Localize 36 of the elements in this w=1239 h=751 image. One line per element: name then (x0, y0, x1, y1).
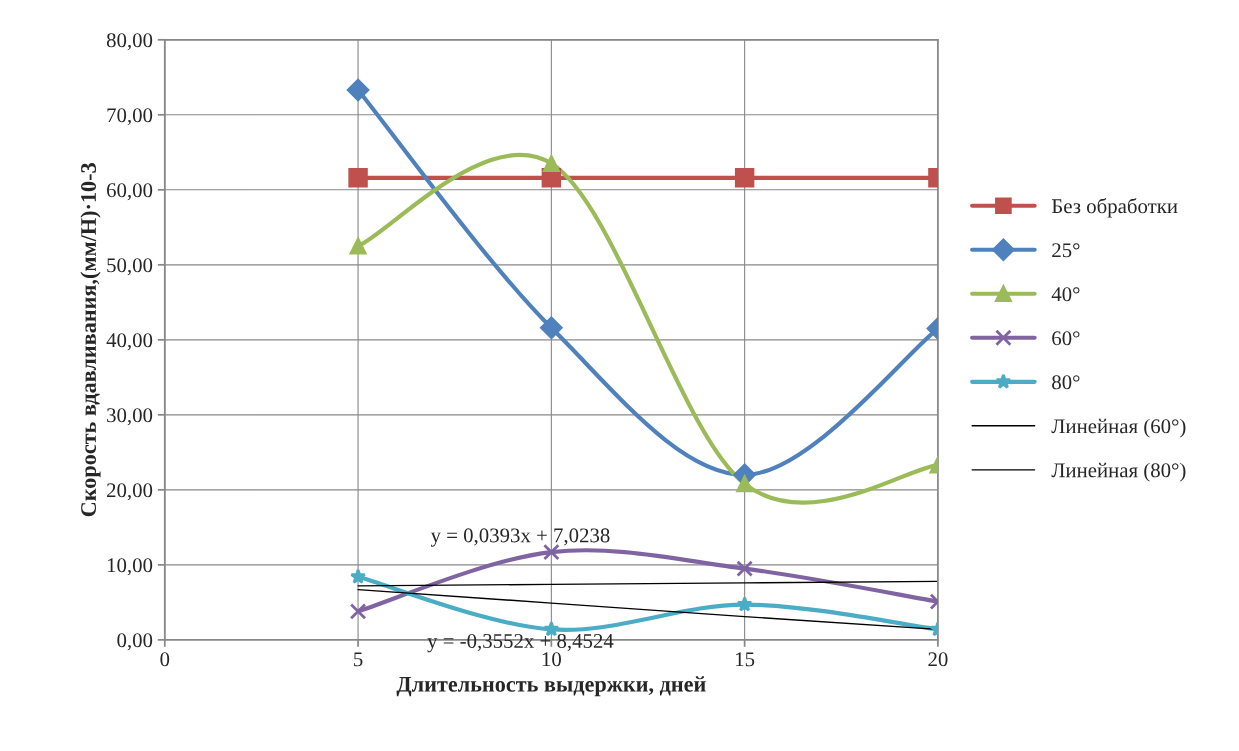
point (348, 168, 368, 188)
y-tick-label: 0,00 (117, 633, 153, 651)
x-tick-label: 15 (736, 652, 755, 667)
point (349, 237, 367, 255)
y-tick-label: 70,00 (107, 108, 153, 126)
y-tick-label: 40,00 (106, 333, 153, 351)
point (350, 568, 367, 584)
point (349, 603, 367, 620)
y-axis-title: Скорость вдавливания,(мм/Н)·10-3 (80, 163, 101, 517)
legend-label: 80° (1052, 375, 1080, 390)
y-tick-label: 50,00 (107, 258, 153, 276)
legend-label: 60° (1052, 331, 1080, 346)
point (736, 560, 753, 577)
annotation: y = -0,3552x + 8,4524 (427, 633, 614, 653)
point (346, 78, 370, 102)
y-tick-label: 10,00 (107, 558, 153, 576)
x-tick-label: 10 (542, 652, 561, 667)
y-tick-label: 60,00 (107, 183, 153, 201)
annotation: y = 0,0393x + 7,0238 (430, 528, 610, 547)
legend-label: Линейная (80°) (1051, 462, 1186, 482)
x-tick-label: 0 (160, 652, 170, 667)
x-tick-label: 20 (928, 652, 948, 667)
legend-label: 25° (1052, 243, 1080, 258)
point (543, 155, 560, 172)
legend-label: Линейная (60°) (1051, 418, 1186, 438)
x-axis-title: Длительность выдержки, дней (396, 676, 706, 697)
point (736, 475, 753, 493)
point (540, 316, 563, 340)
legend-label: Без обработки (1051, 198, 1178, 218)
y-tick-label: 30,00 (107, 408, 153, 426)
point (734, 168, 755, 188)
x-tick-label: 5 (354, 652, 363, 667)
y-tick-label: 80,00 (106, 33, 153, 51)
legend-label: 40° (1051, 287, 1080, 302)
y-tick-label: 20,00 (107, 483, 153, 501)
point (736, 596, 753, 612)
